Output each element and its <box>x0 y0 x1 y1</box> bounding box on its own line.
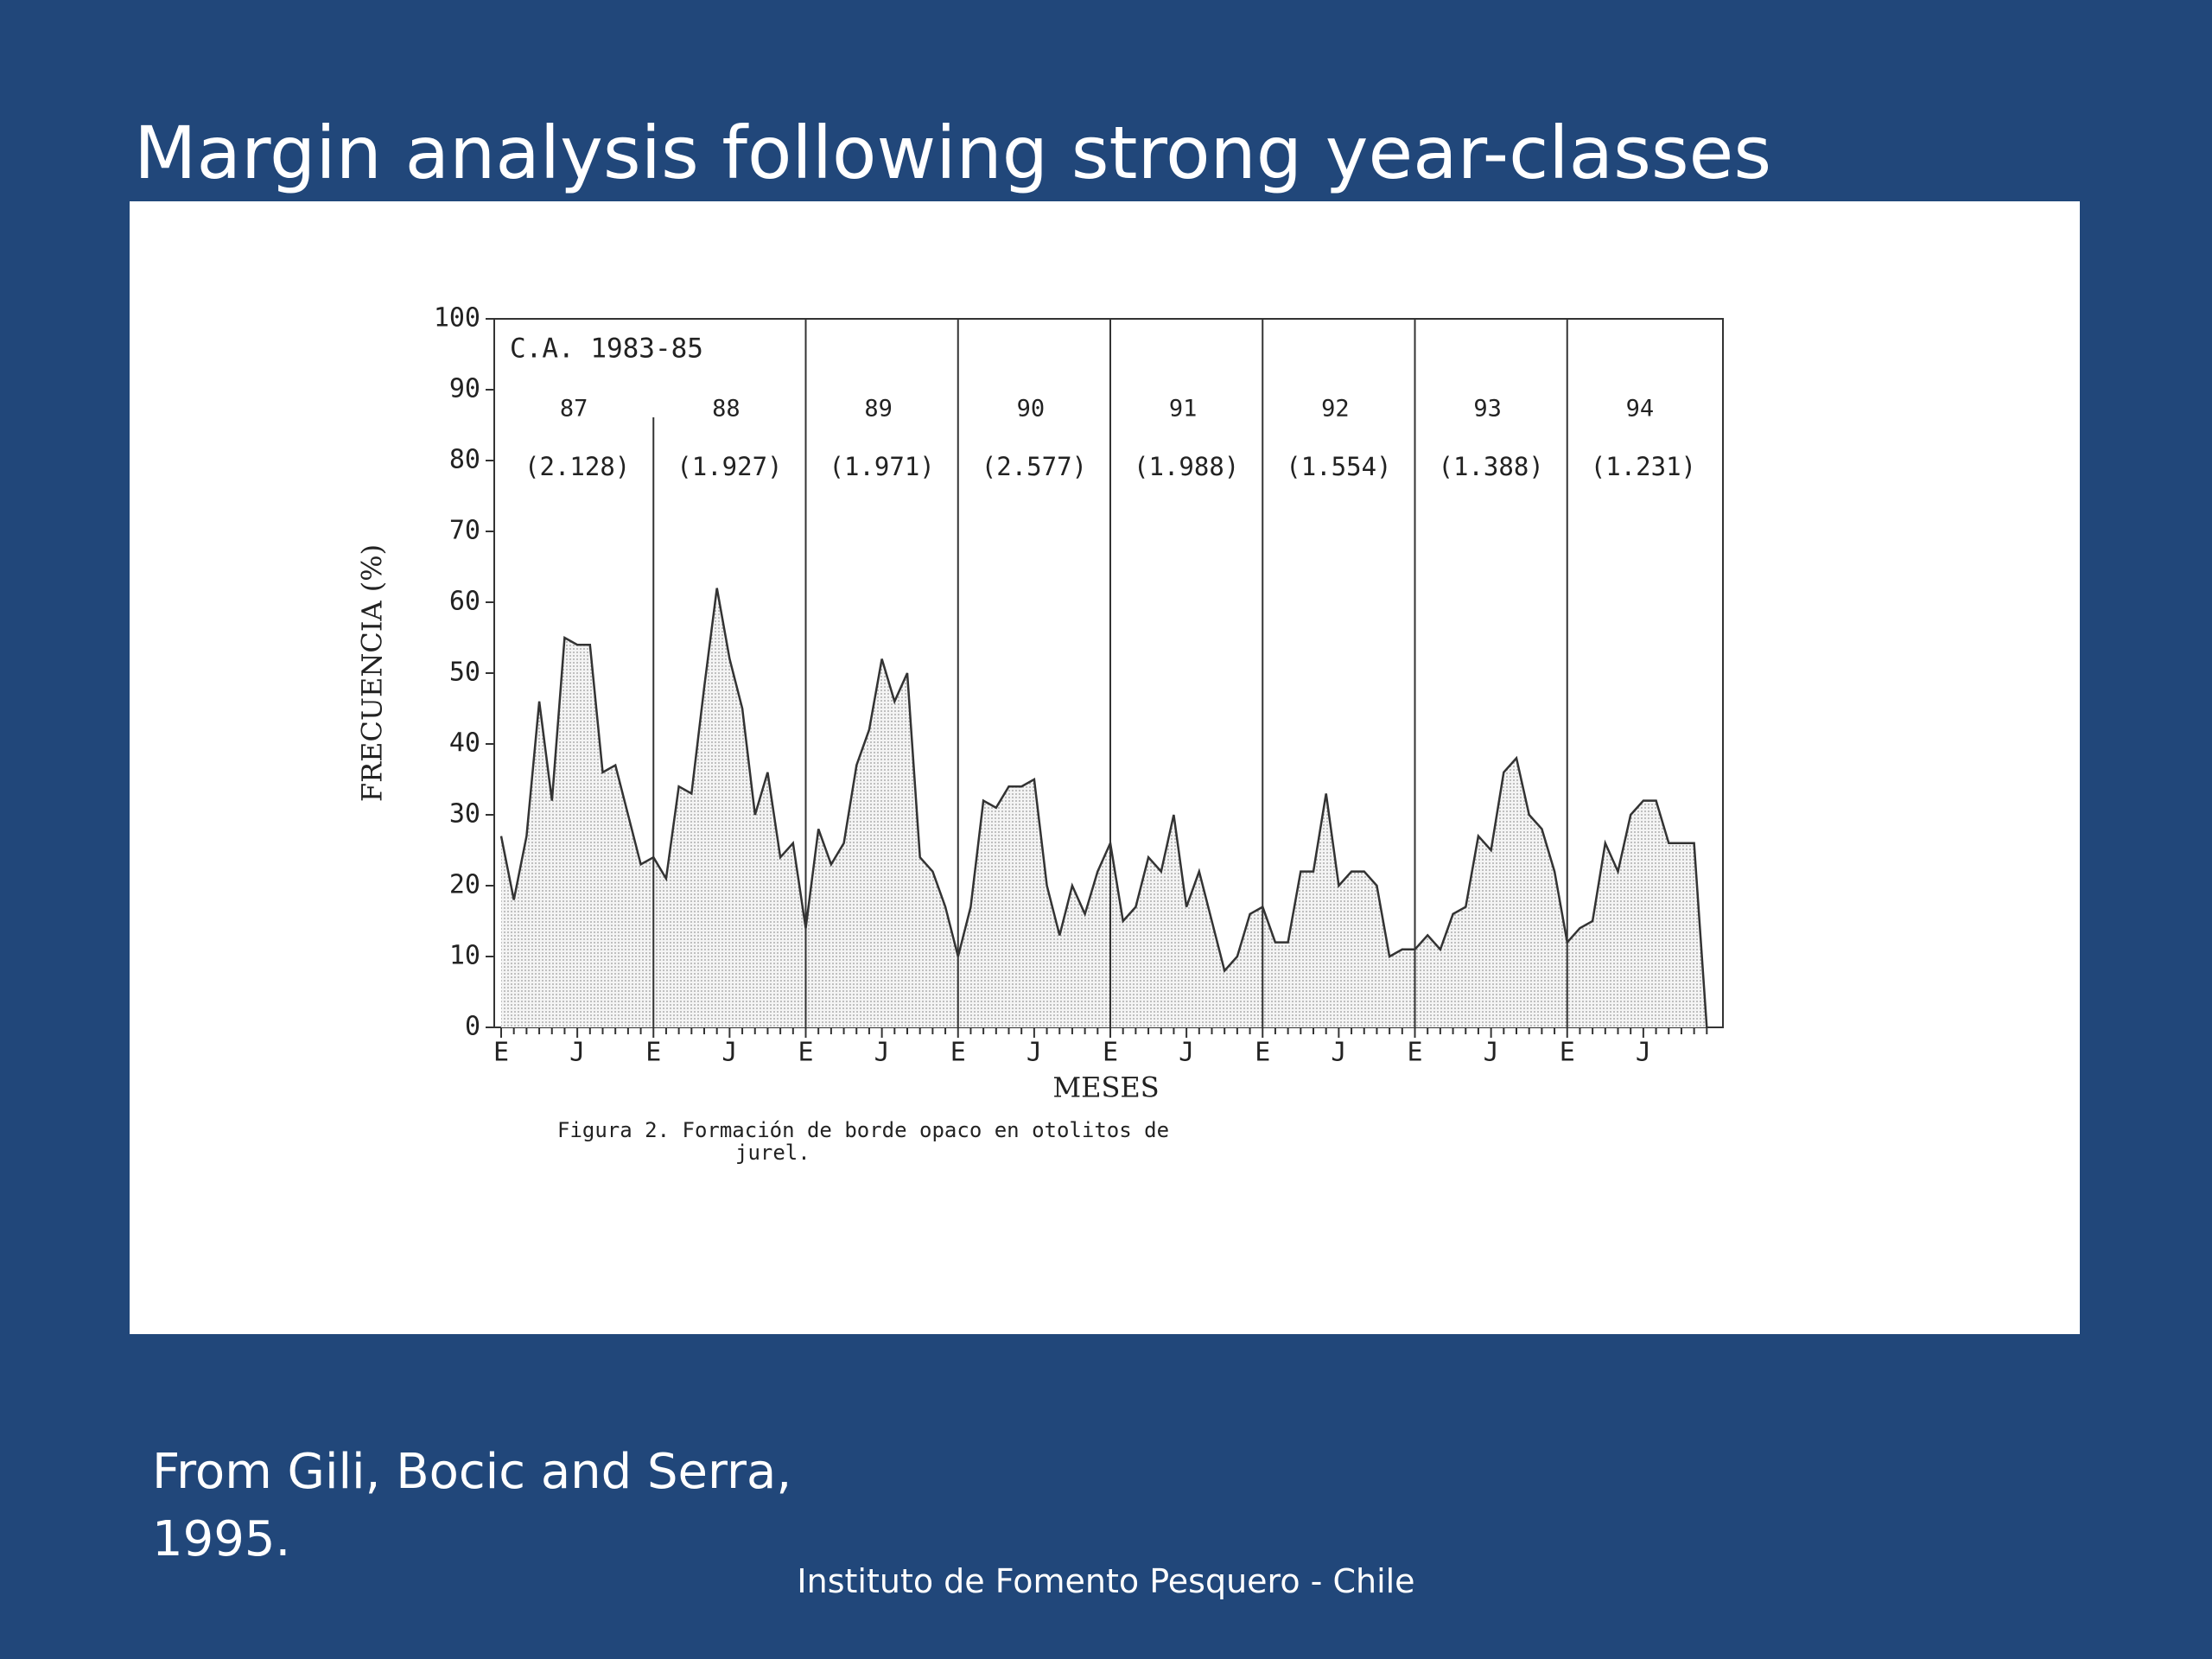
panel-year: 93 <box>1473 396 1502 423</box>
x-tick-label: E <box>798 1038 813 1068</box>
x-tick-label: J <box>1027 1038 1042 1068</box>
panel-year: 87 <box>560 396 588 423</box>
y-axis-label: FRECUENCIA (%) <box>356 544 389 802</box>
y-tick-label: 40 <box>449 728 480 759</box>
y-tick-label: 10 <box>449 941 480 971</box>
x-tick-label: E <box>1407 1038 1422 1068</box>
caption-line: jurel. <box>735 1141 810 1165</box>
y-tick-label: 60 <box>449 587 480 617</box>
panel-count: (1.388) <box>1439 452 1544 481</box>
panel-count: (1.554) <box>1286 452 1391 481</box>
y-tick-label: 90 <box>449 374 480 404</box>
area-fill <box>501 588 1707 1027</box>
x-tick-label: E <box>1103 1038 1118 1068</box>
citation-line: 1995. <box>152 1511 291 1567</box>
x-tick-label: J <box>1484 1038 1499 1068</box>
panel-year: 88 <box>712 396 741 423</box>
x-tick-label: E <box>493 1038 509 1068</box>
y-tick-label: 0 <box>465 1012 480 1042</box>
caption-line: Figura 2. Formación de borde opaco en ot… <box>557 1118 1169 1142</box>
y-tick-label: 20 <box>449 870 480 900</box>
y-tick-label: 70 <box>449 516 480 546</box>
annotation: C.A. 1983-85 <box>510 334 703 365</box>
panel-year: 92 <box>1321 396 1350 423</box>
panel-year: 89 <box>864 396 893 423</box>
y-tick-label: 50 <box>449 658 480 688</box>
panel-count: (1.231) <box>1591 452 1696 481</box>
panel-count: (1.927) <box>677 452 782 481</box>
x-tick-label: J <box>1179 1038 1194 1068</box>
x-tick-label: E <box>645 1038 661 1068</box>
panel-year: 91 <box>1169 396 1198 423</box>
x-tick-label: J <box>721 1038 737 1068</box>
x-tick-label: E <box>1255 1038 1270 1068</box>
y-tick-label: 80 <box>449 445 480 475</box>
x-tick-label: E <box>950 1038 966 1068</box>
x-tick-label: J <box>1636 1038 1651 1068</box>
panel-year: 90 <box>1017 396 1046 423</box>
citation: From Gili, Bocic and Serra, 1995. <box>152 1439 791 1573</box>
chart-background <box>130 201 2080 1334</box>
chart: 0 10 20 30 40 50 60 70 80 90 100 87 (2.128) 88 (1.927)… <box>130 201 2080 1334</box>
x-axis-label: MESES <box>1052 1071 1159 1104</box>
citation-line: From Gili, Bocic and Serra, <box>152 1444 792 1500</box>
panel-count: (1.988) <box>1134 452 1239 481</box>
x-tick-label: J <box>569 1038 585 1068</box>
y-tick-label: 100 <box>434 303 480 334</box>
x-tick-label: E <box>1560 1038 1575 1068</box>
slide-title: Margin analysis following strong year-cl… <box>134 111 1772 195</box>
area-line <box>499 588 1708 1028</box>
y-tick-label: 30 <box>449 799 480 830</box>
panel-count: (2.577) <box>982 452 1087 481</box>
x-tick-label: J <box>1331 1038 1346 1068</box>
panel-count: (1.971) <box>830 452 935 481</box>
panel-year: 94 <box>1626 396 1655 423</box>
x-tick-label: J <box>874 1038 890 1068</box>
panel-count: (2.128) <box>524 452 630 481</box>
footer: Instituto de Fomento Pesquero - Chile <box>797 1562 1415 1600</box>
